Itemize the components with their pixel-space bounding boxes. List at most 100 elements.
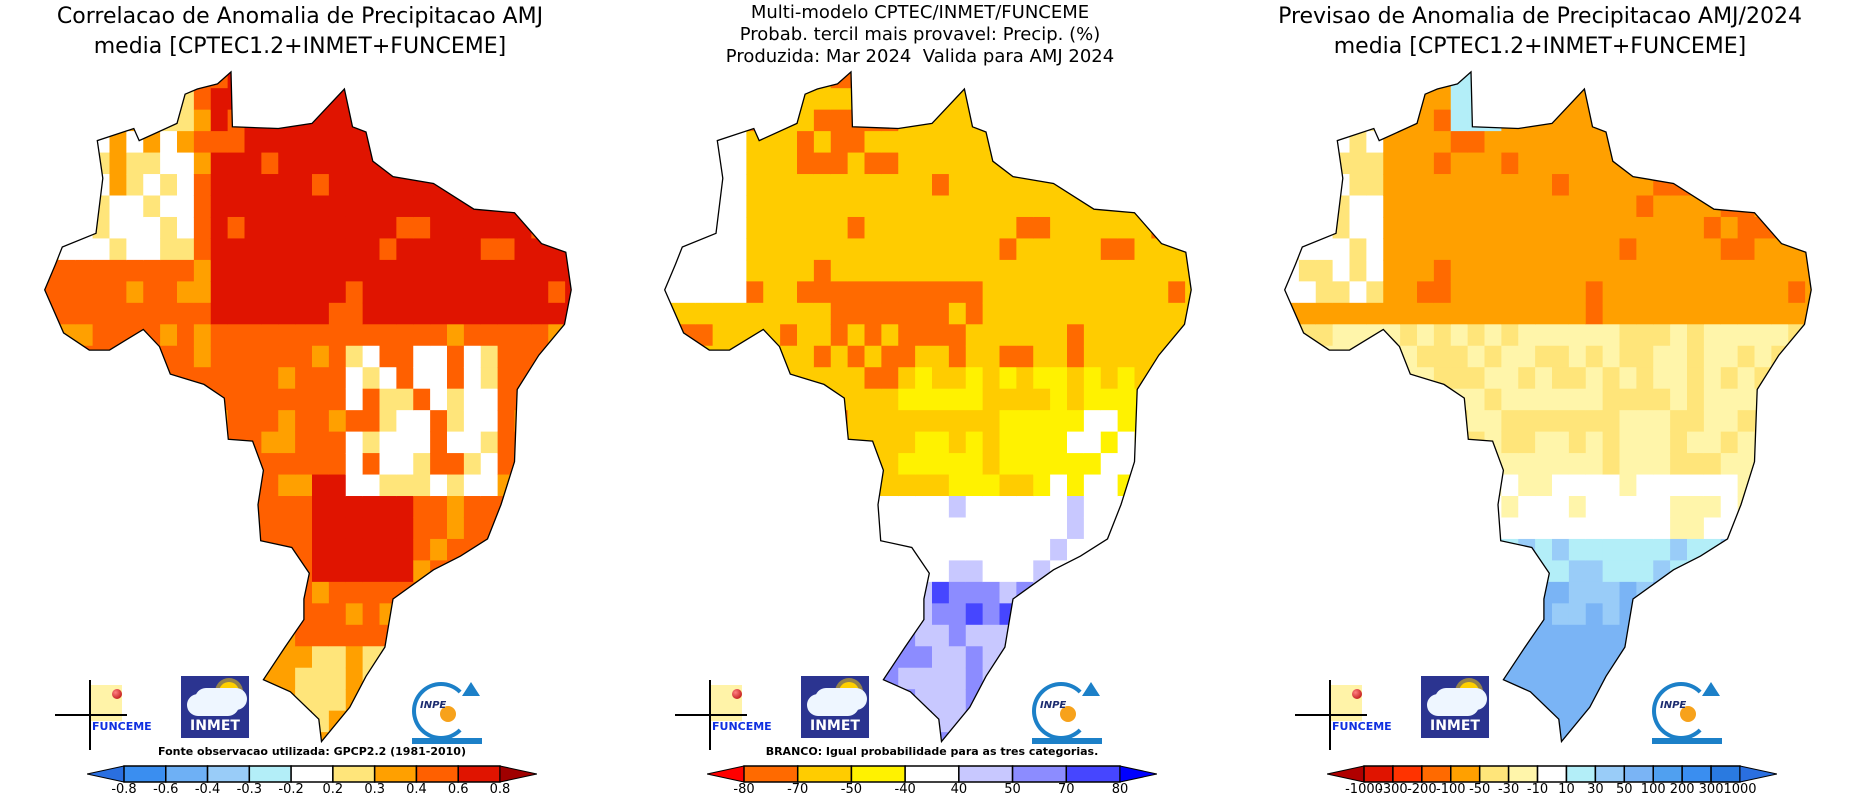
grid-cell	[328, 367, 347, 390]
grid-cell	[763, 646, 781, 669]
grid-cell	[797, 71, 815, 89]
grid-cell	[565, 131, 572, 154]
grid-cell	[514, 538, 532, 561]
grid-cell	[295, 517, 313, 540]
grid-cell	[413, 324, 431, 347]
grid-cell	[1754, 238, 1772, 261]
grid-cell	[278, 71, 296, 89]
grid-cell	[1720, 174, 1739, 197]
grid-cell	[1168, 474, 1186, 497]
grid-cell	[1602, 216, 1620, 239]
grid-cell	[746, 109, 764, 132]
grid-cell	[915, 474, 933, 497]
grid-cell	[932, 345, 950, 368]
grid-cell	[1788, 496, 1806, 518]
grid-cell	[780, 345, 798, 368]
grid-cell	[1117, 281, 1135, 304]
grid-cell	[1771, 88, 1789, 111]
grid-cell	[328, 517, 347, 540]
grid-cell	[430, 131, 448, 154]
grid-cell	[463, 345, 482, 368]
grid-cell	[1568, 88, 1587, 111]
grid-cell	[463, 324, 482, 347]
grid-cell	[780, 388, 798, 411]
grid-cell	[1467, 324, 1485, 347]
grid-cell	[430, 302, 448, 325]
grid-cell	[948, 367, 967, 390]
grid-cell	[261, 131, 279, 154]
grid-cell	[1653, 367, 1671, 390]
grid-cell	[497, 689, 515, 712]
grid-cell	[1083, 71, 1102, 89]
grid-cell	[678, 131, 697, 154]
grid-cell	[193, 152, 212, 175]
grid-cell	[413, 302, 431, 325]
grid-cell	[999, 259, 1017, 282]
grid-cell	[1653, 431, 1671, 454]
title-line: Probab. tercil mais provavel: Precip. (%…	[739, 24, 1101, 45]
grid-cell	[514, 667, 532, 690]
grid-cell	[362, 538, 380, 561]
grid-cell	[948, 689, 967, 712]
grid-cell	[1687, 367, 1705, 390]
grid-cell	[413, 259, 431, 282]
grid-cell	[328, 324, 347, 347]
grid-cell	[261, 474, 279, 497]
grid-cell	[362, 496, 380, 518]
grid-cell	[1067, 388, 1085, 411]
grid-cell	[1501, 195, 1519, 218]
grid-cell	[881, 324, 899, 347]
colorbar-box	[1011, 765, 1068, 783]
grid-cell	[1805, 324, 1812, 347]
grid-cell	[328, 281, 347, 304]
grid-cell	[763, 174, 781, 197]
grid-cell	[1636, 388, 1654, 411]
inpe-logo: INPE	[1030, 682, 1102, 746]
grid-cell	[1050, 431, 1068, 454]
grid-cell	[1033, 538, 1051, 561]
grid-cell	[1168, 152, 1186, 175]
grid-cell	[982, 281, 1000, 304]
grid-cell	[1117, 474, 1135, 497]
grid-cell	[1467, 302, 1485, 325]
grid-cell	[1568, 238, 1587, 261]
grid-cell	[278, 410, 296, 433]
grid-cell	[1033, 603, 1051, 626]
grid-cell	[780, 624, 798, 647]
grid-cell	[1771, 324, 1789, 347]
grid-cell	[227, 474, 245, 497]
grid-cell	[1501, 324, 1519, 347]
grid-cell	[915, 238, 933, 261]
grid-cell	[396, 496, 414, 518]
grid-cell	[948, 496, 967, 518]
grid-cell	[1298, 216, 1317, 239]
grid-cell	[1450, 195, 1469, 218]
grid-cell	[362, 324, 380, 347]
grid-cell	[763, 517, 781, 540]
grid-cell	[497, 109, 515, 132]
grid-cell	[915, 538, 933, 561]
grid-cell	[1484, 624, 1502, 647]
grid-cell	[1016, 71, 1034, 89]
grid-cell	[1417, 517, 1435, 540]
grid-cell	[915, 732, 933, 742]
grid-cell	[548, 646, 566, 669]
grid-cell	[1501, 174, 1519, 197]
grid-cell	[797, 216, 815, 239]
grid-cell	[379, 388, 397, 411]
grid-cell	[177, 431, 195, 454]
grid-cell	[109, 431, 127, 454]
grid-cell	[1501, 431, 1519, 454]
grid-cell	[312, 581, 330, 604]
grid-cell	[160, 431, 178, 454]
grid-cell	[1805, 624, 1812, 647]
grid-cell	[830, 603, 849, 626]
grid-cell	[1754, 174, 1772, 197]
grid-cell	[965, 453, 984, 476]
grid-cell	[1083, 517, 1102, 540]
grid-cell	[965, 388, 984, 411]
grid-cell	[160, 324, 178, 347]
grid-cell	[379, 474, 397, 497]
grid-cell	[948, 410, 967, 433]
grid-cell	[1552, 538, 1570, 561]
